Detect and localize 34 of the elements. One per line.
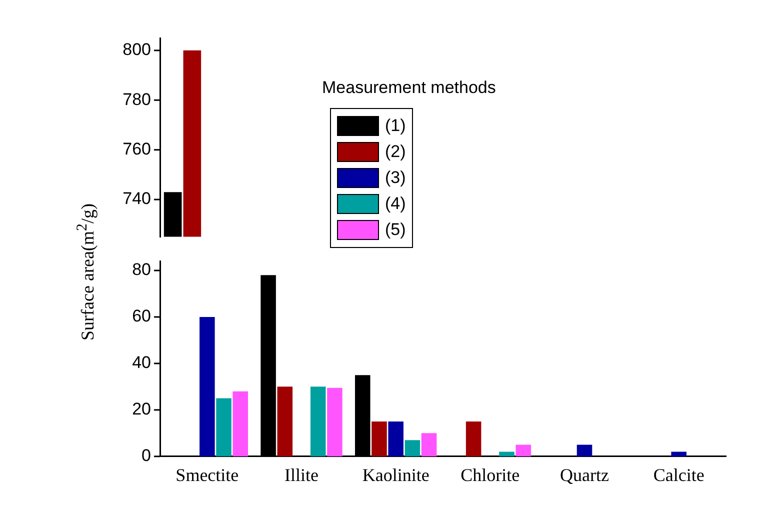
legend-label: (1) bbox=[385, 116, 406, 136]
legend-label: (3) bbox=[385, 168, 406, 188]
bar bbox=[200, 316, 215, 456]
y-tick-label: 60 bbox=[132, 306, 151, 326]
legend-label: (5) bbox=[385, 220, 406, 240]
bar bbox=[327, 388, 342, 456]
x-tick-label: Illite bbox=[284, 464, 318, 485]
y-tick-label: 80 bbox=[132, 260, 151, 280]
y-tick-label: 20 bbox=[132, 400, 151, 419]
x-tick-label: Quartz bbox=[560, 464, 609, 485]
bar bbox=[310, 386, 326, 456]
bar bbox=[277, 386, 293, 456]
bar bbox=[232, 391, 248, 456]
y-tick-label: 740 bbox=[122, 189, 151, 208]
bar bbox=[388, 422, 404, 456]
bar bbox=[466, 422, 482, 456]
y-tick-label: 780 bbox=[122, 90, 151, 109]
legend-label: (2) bbox=[385, 142, 406, 162]
y-tick-label: 760 bbox=[122, 140, 151, 159]
bar bbox=[372, 422, 387, 456]
y-tick-label: 0 bbox=[142, 446, 151, 466]
legend-label: (4) bbox=[385, 194, 406, 214]
legend-title: Measurement methods bbox=[322, 78, 496, 98]
y-tick-label: 40 bbox=[132, 353, 151, 372]
x-tick-label: Chlorite bbox=[460, 464, 520, 485]
bar bbox=[421, 433, 437, 456]
bar bbox=[216, 398, 232, 456]
y-tick-label: 800 bbox=[122, 40, 151, 60]
x-tick-label: Smectite bbox=[176, 464, 239, 485]
x-tick-label: Kaolinite bbox=[362, 464, 430, 485]
bar bbox=[576, 444, 592, 456]
bar bbox=[516, 444, 532, 456]
bar bbox=[404, 440, 420, 456]
x-tick-label: Calcite bbox=[653, 464, 704, 485]
